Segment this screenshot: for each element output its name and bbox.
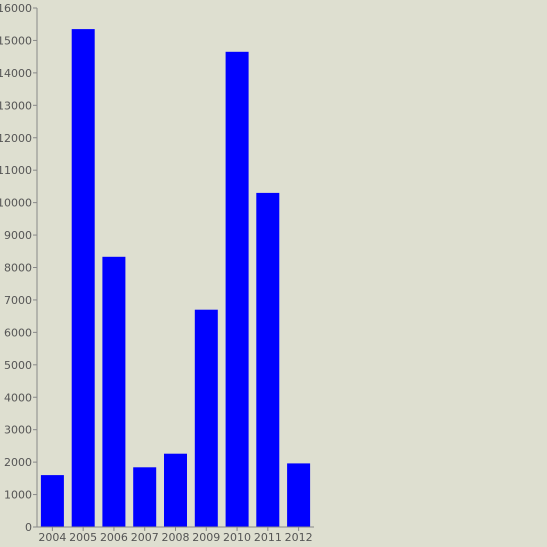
y-tick-label: 15000 (0, 34, 32, 47)
x-axis: 2004 2005 2006 2007 2008 2009 2010 2011 2012 (37, 526, 314, 544)
y-tick-label: 3000 (4, 424, 32, 437)
y-tick-label: 8000 (4, 262, 32, 275)
x-tick-label: 2007 (131, 531, 159, 544)
y-tick-label: 10000 (0, 197, 32, 210)
y-tick-label: 9000 (4, 229, 32, 242)
bar-2007 (133, 467, 157, 527)
bar-2006 (102, 256, 126, 527)
x-tick-label: 2011 (254, 531, 282, 544)
bar-2009 (194, 309, 218, 527)
bar-2004 (40, 475, 64, 527)
bar-2011 (256, 192, 280, 527)
y-tick-label: 12000 (0, 132, 32, 145)
y-tick-label: 7000 (4, 294, 32, 307)
x-tick-label: 2009 (192, 531, 220, 544)
y-tick-label: 4000 (4, 391, 32, 404)
y-tick-label: 1000 (4, 489, 32, 502)
y-tick-label: 2000 (4, 456, 32, 469)
x-tick-label: 2008 (162, 531, 190, 544)
bar-2010 (225, 51, 249, 528)
x-tick-label: 2004 (38, 531, 66, 544)
y-tick-label: 14000 (0, 67, 32, 80)
y-tick-label: 11000 (0, 164, 32, 177)
x-tick-label: 2005 (69, 531, 97, 544)
x-tick-label: 2012 (285, 531, 313, 544)
y-tick-label: 0 (25, 521, 32, 534)
bar-2008 (164, 453, 187, 527)
y-tick-label: 16000 (0, 2, 32, 15)
x-tick-label: 2006 (100, 531, 128, 544)
bar-2005 (71, 29, 95, 527)
x-tick-label: 2010 (223, 531, 251, 544)
y-tick-label: 13000 (0, 99, 32, 112)
bar-2012 (287, 463, 311, 527)
y-axis: 0 1000 2000 3000 4000 5000 6000 7000 8000 9000 100… (0, 2, 38, 534)
bars-group (40, 29, 311, 528)
y-tick-label: 6000 (4, 326, 32, 339)
y-tick-label: 5000 (4, 359, 32, 372)
